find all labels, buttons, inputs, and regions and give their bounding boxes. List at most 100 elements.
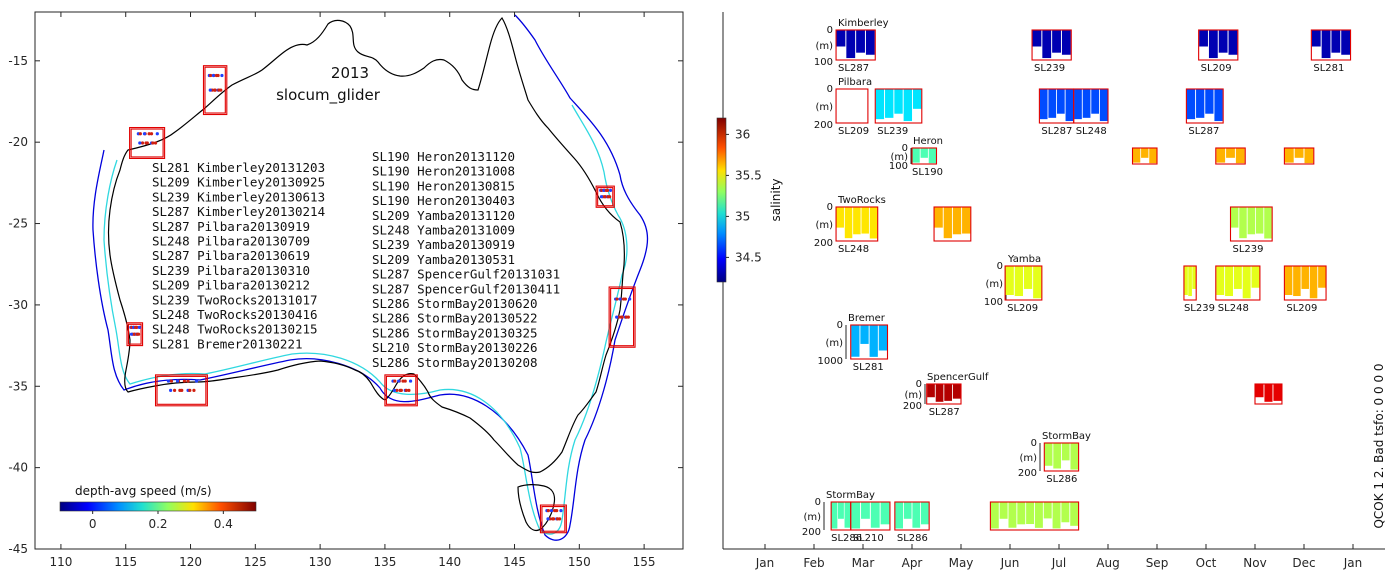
segment-box <box>1043 442 1080 472</box>
salinity-profile <box>1070 443 1079 470</box>
salinity-profile <box>831 502 838 529</box>
map-xtick-label: 115 <box>114 555 137 569</box>
salinity-colorbar-tick-label: 34.5 <box>735 250 762 264</box>
region-box-inner <box>156 375 207 405</box>
track-point <box>549 508 554 513</box>
salinity-profile <box>870 502 880 528</box>
salinity-profile <box>1321 30 1331 59</box>
track-point <box>138 141 142 145</box>
salinity-profile <box>860 325 869 344</box>
segment-box <box>911 147 938 165</box>
depth-unit-label: (m) <box>1019 453 1037 464</box>
map-xtick-label: 110 <box>49 555 72 569</box>
site-label: Kimberley <box>838 18 889 29</box>
deployment-entry: SL209 Pilbara20130212 <box>152 278 310 293</box>
segment-box <box>1229 206 1273 242</box>
salinity-colorbar <box>716 117 727 283</box>
deployment-entry: SL248 TwoRocks20130215 <box>152 322 318 337</box>
track-point <box>219 88 223 92</box>
speed-colorbar-tick-label: 0.4 <box>214 517 233 531</box>
salinity-profile <box>1033 266 1042 299</box>
depth-top-label: 0 <box>815 497 821 508</box>
track-point <box>407 388 411 392</box>
site-label: TwoRocks <box>837 195 886 206</box>
salinity-profile <box>920 148 928 158</box>
site-label: SpencerGulf <box>927 372 989 383</box>
depth-unit-label: (m) <box>815 102 833 113</box>
track-point <box>626 315 630 319</box>
salinity-profile <box>1044 443 1053 466</box>
track-point <box>209 73 213 78</box>
deployment-entry: SL281 Bremer20130221 <box>152 336 303 351</box>
salinity-profile <box>1014 266 1024 297</box>
map-ticks: 110 115 120 125 130 135 140 145 150 155 -15 -20 -25 -… <box>8 12 683 569</box>
glider-label: SL239 <box>1034 63 1065 74</box>
track-point <box>172 388 177 392</box>
track-point <box>136 332 141 336</box>
map-xtick-label: 120 <box>179 555 202 569</box>
region-box-stormbay <box>539 504 567 534</box>
salinity-profile <box>1225 266 1233 297</box>
segment-box <box>933 206 972 242</box>
salinity-profile <box>1196 89 1205 118</box>
track-point <box>401 379 405 383</box>
salinity-profile <box>1017 502 1026 525</box>
deployment-entry: SL281 Kimberley20131203 <box>152 160 325 175</box>
salinity-profile <box>1192 266 1196 289</box>
track-point <box>546 517 550 521</box>
salinity-profile <box>1070 502 1079 526</box>
segment-box <box>1183 265 1197 301</box>
track-point <box>188 388 192 392</box>
track-point <box>169 379 174 383</box>
depth-bottom-label: 1000 <box>818 356 843 367</box>
site-label: Heron <box>913 136 943 147</box>
glider-label: SL281 <box>1313 63 1344 74</box>
deployment-entry: SL287 SpencerGulf20130411 <box>372 281 560 296</box>
salinity-profile <box>1032 30 1042 47</box>
salinity-profile <box>861 207 869 234</box>
track-point <box>214 73 219 78</box>
salinity-profile <box>1239 207 1247 239</box>
deployment-entry: SL248 Yamba20131009 <box>372 223 515 238</box>
salinity-profile <box>895 502 903 529</box>
track-point <box>628 297 632 301</box>
deployment-entry: SL287 SpencerGulf20131031 <box>372 267 560 282</box>
speed-colorbar-tick-label: 0 <box>89 517 97 531</box>
map-panel: 110 115 120 125 130 135 140 145 150 155 -15 -20 -25 -… <box>8 11 684 569</box>
salinity-profile <box>1149 148 1157 164</box>
map-xtick-label: 155 <box>633 555 656 569</box>
speed-colorbar <box>59 501 257 512</box>
glider-label: SL239 <box>877 126 908 137</box>
track-point <box>392 388 396 392</box>
depth-bottom-label: 100 <box>889 161 908 172</box>
depth-unit-label: (m) <box>815 220 833 231</box>
salinity-profile <box>1230 207 1239 228</box>
map-axes-frame <box>34 11 684 550</box>
depth-bottom-label: 200 <box>814 120 833 131</box>
salinity-profile <box>1026 502 1035 525</box>
map-xtick-label: 150 <box>568 555 591 569</box>
region-box-yamba <box>608 286 636 348</box>
segment-box <box>1310 29 1352 61</box>
track-point <box>132 332 136 336</box>
track-point <box>175 379 180 383</box>
region-box-inner <box>127 323 142 345</box>
salinity-profile <box>869 325 878 357</box>
salinity-profile <box>853 207 861 235</box>
salinity-profile <box>1226 148 1235 158</box>
track-point <box>192 388 196 392</box>
track-point <box>137 325 141 329</box>
track-point <box>615 297 619 301</box>
region-box-spencergulf <box>384 374 418 407</box>
glider-label: SL239 <box>1233 244 1264 255</box>
salinity-colorbar-tick-label: 35 <box>735 209 750 223</box>
salinity-profile <box>927 384 935 398</box>
glider-label: SL286 <box>1046 474 1077 485</box>
salinity-profile <box>851 502 861 529</box>
region-boxes <box>126 65 636 534</box>
site-label: StormBay <box>826 490 875 501</box>
map-xtick-label: 125 <box>244 555 267 569</box>
glider-label: SL286 <box>831 533 862 544</box>
